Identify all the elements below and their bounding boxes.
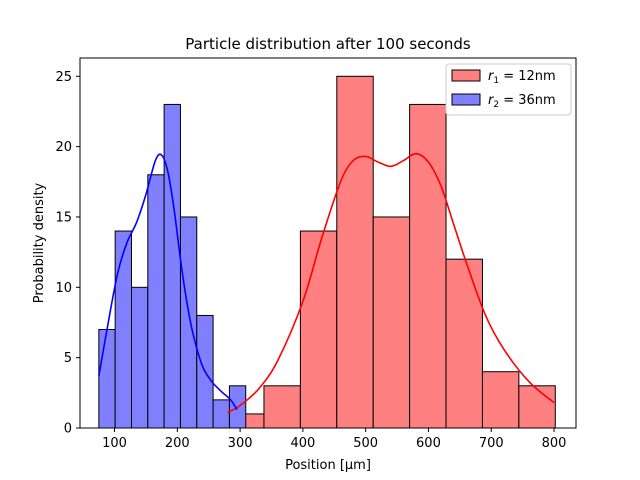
x-tick-label: 700 — [479, 436, 504, 451]
y-tick-label: 25 — [55, 70, 72, 85]
legend-r1-subscript: 1 — [493, 76, 499, 86]
legend-label-r1: r1 = 12nm — [488, 69, 556, 86]
legend-r1-rest: = 12nm — [499, 69, 556, 84]
x-tick-label: 400 — [290, 436, 315, 451]
kde-line-series2 — [98, 153, 238, 411]
bar-series2-bin6 — [179, 216, 198, 429]
y-tick-label: 15 — [55, 210, 72, 225]
legend-r1-symbol: r — [488, 69, 495, 84]
x-tick-label: 100 — [102, 436, 127, 451]
legend-r2-rest: = 36nm — [499, 93, 556, 108]
bar-series1-bin5 — [372, 216, 411, 429]
x-tick-label: 500 — [353, 436, 378, 451]
x-tick-label: 800 — [542, 436, 567, 451]
legend-swatch-r1 — [451, 69, 481, 82]
bar-series1-bin3 — [299, 230, 338, 429]
legend-swatch-r2 — [451, 93, 481, 106]
bar-series2-bin8 — [212, 399, 230, 429]
bar-series1-bin6 — [409, 103, 447, 429]
bars-layer — [98, 75, 556, 429]
x-axis-label: Position [μm] — [285, 458, 371, 473]
kde-line-series1 — [227, 152, 555, 414]
x-tick-label: 200 — [165, 436, 190, 451]
bar-series2-bin1 — [98, 329, 116, 429]
bar-series1-bin7 — [445, 258, 483, 429]
bar-series2-bin4 — [147, 174, 165, 429]
kde-layer — [98, 152, 555, 414]
plot-frame — [79, 57, 577, 429]
legend-r2-subscript: 2 — [493, 100, 499, 110]
chart-title: Particle distribution after 100 seconds — [185, 35, 471, 53]
bar-series2-bin5 — [163, 103, 181, 429]
y-axis: 0 5 10 15 20 25 — [55, 70, 80, 437]
bar-series1-bin9 — [518, 385, 556, 429]
legend-r2-symbol: r — [488, 93, 495, 108]
legend-label-r2: r2 = 36nm — [488, 93, 556, 110]
bar-series1-bin2 — [263, 385, 301, 429]
bar-series2-bin3 — [130, 286, 149, 429]
legend: r1 = 12nm r2 = 36nm — [445, 63, 572, 116]
y-tick-label: 5 — [64, 351, 72, 366]
x-axis: 100 200 300 400 500 600 700 800 — [102, 428, 566, 451]
y-axis-label: Probability density — [32, 182, 47, 303]
y-tick-label: 0 — [64, 422, 72, 437]
x-tick-label: 600 — [416, 436, 441, 451]
bar-series1-bin4 — [336, 75, 374, 429]
y-tick-label: 10 — [55, 281, 72, 296]
x-tick-label: 300 — [228, 436, 253, 451]
y-tick-label: 20 — [55, 140, 72, 155]
bar-series2-bin2 — [114, 230, 132, 429]
bar-series1-bin8 — [481, 371, 520, 429]
